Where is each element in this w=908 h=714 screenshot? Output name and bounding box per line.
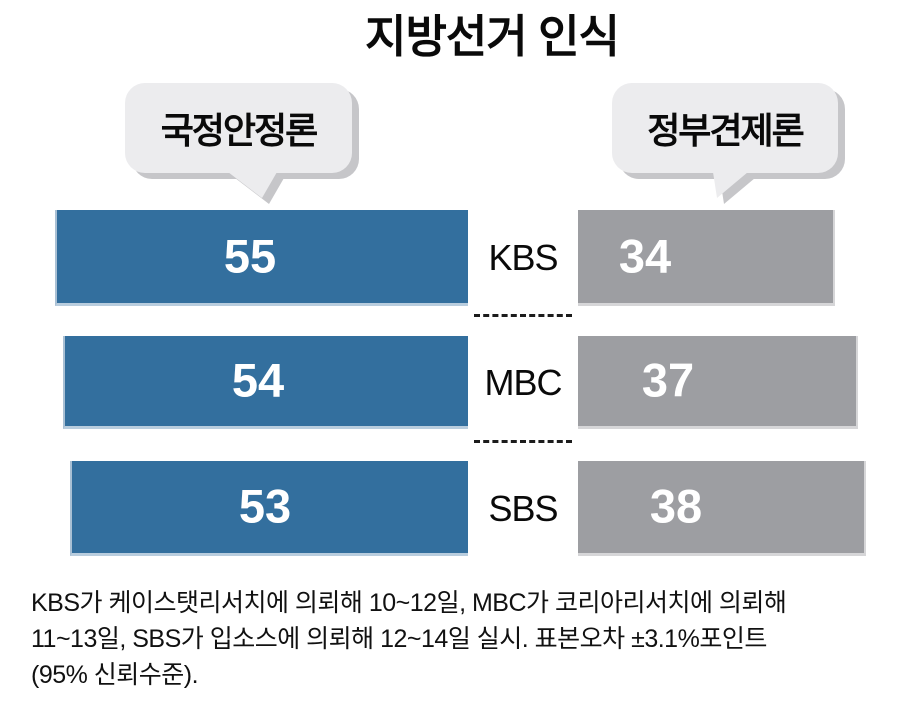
left-bar: 55 bbox=[55, 210, 468, 306]
legend-bubble-stability: 국정안정론 bbox=[125, 83, 352, 198]
broadcaster-label: MBC bbox=[484, 361, 563, 403]
row-separator-dashed bbox=[474, 440, 572, 443]
row-separator-dashed bbox=[474, 314, 572, 317]
speech-bubble-tail-icon bbox=[228, 172, 277, 198]
right-bar: 37 bbox=[578, 336, 858, 429]
left-bar-value: 54 bbox=[231, 353, 285, 407]
right-bar-value: 37 bbox=[641, 353, 695, 407]
legend-label-check: 정부견제론 bbox=[612, 83, 838, 173]
broadcaster-label: KBS bbox=[488, 237, 558, 278]
chart-row-sbs: 53 SBS 38 bbox=[0, 461, 908, 556]
footnote-line: (95% 신뢰수준). bbox=[31, 661, 199, 689]
right-bar-value: 34 bbox=[618, 228, 672, 282]
footnote-line: KBS가 케이스탯리서치에 의뢰해 10~12일, MBC가 코리아리서치에 의… bbox=[31, 589, 787, 617]
right-bar: 34 bbox=[578, 210, 835, 306]
footnote-line: 11~13일, SBS가 입소스에 의뢰해 12~14일 실시. 표본오차 ±3… bbox=[31, 625, 767, 653]
footnote: KBS가 케이스탯리서치에 의뢰해 10~12일, MBC가 코리아리서치에 의… bbox=[31, 585, 893, 693]
legend-bubble-check: 정부견제론 bbox=[612, 83, 838, 198]
chart-row-mbc: 54 MBC 37 bbox=[0, 336, 908, 429]
left-bar: 54 bbox=[63, 336, 468, 429]
left-bar: 53 bbox=[70, 461, 468, 556]
right-bar: 38 bbox=[578, 461, 866, 556]
left-bar-value: 55 bbox=[223, 228, 277, 282]
chart-title: 지방선거 인식 bbox=[365, 11, 620, 62]
chart-row-kbs: 55 KBS 34 bbox=[0, 210, 908, 306]
left-bar-value: 53 bbox=[238, 479, 292, 533]
legend-label-stability: 국정안정론 bbox=[125, 83, 352, 173]
speech-bubble-tail-icon bbox=[713, 172, 748, 198]
right-bar-value: 38 bbox=[649, 479, 703, 533]
broadcaster-label: SBS bbox=[488, 487, 558, 529]
